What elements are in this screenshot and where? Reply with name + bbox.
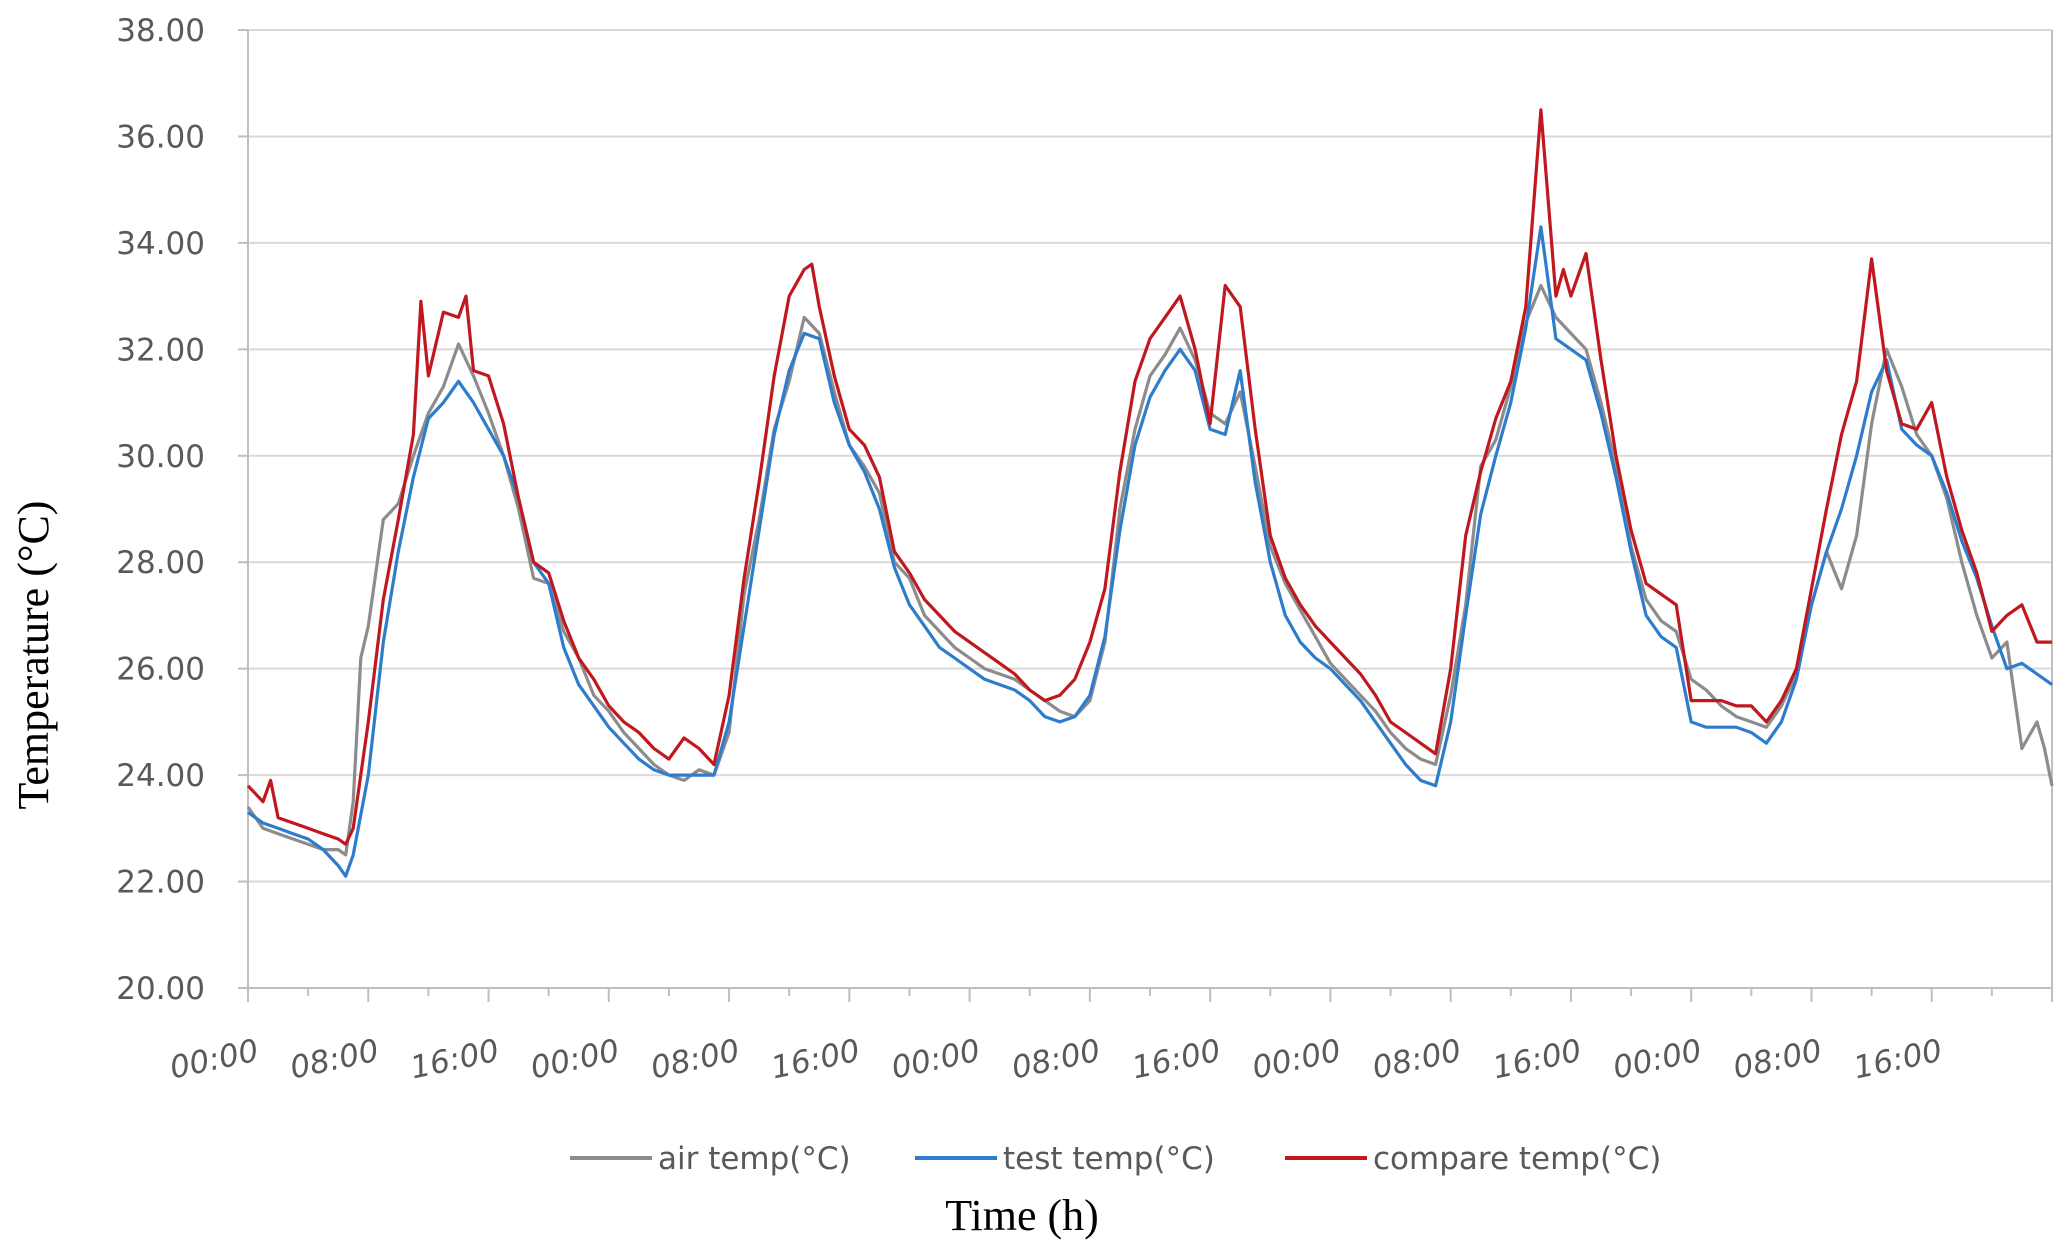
- y-tick-label: 38.00: [116, 13, 205, 49]
- y-tick-label: 36.00: [116, 119, 205, 155]
- x-axis-title: Time (h): [945, 1191, 1099, 1240]
- legend-label-0: air temp(°C): [658, 1141, 851, 1177]
- y-tick-label: 30.00: [116, 439, 205, 475]
- y-tick-label: 34.00: [116, 226, 205, 262]
- y-tick-label: 20.00: [116, 971, 205, 1007]
- y-tick-label: 26.00: [116, 652, 205, 688]
- legend-label-1: test temp(°C): [1003, 1141, 1215, 1177]
- y-tick-label: 22.00: [116, 865, 205, 901]
- gridlines: [248, 29, 2053, 988]
- y-axis-title: Temperature (°C): [9, 501, 58, 810]
- y-tick-label: 24.00: [116, 758, 205, 794]
- series-line-0: [246, 283, 2054, 857]
- legend-label-2: compare temp(°C): [1373, 1141, 1661, 1177]
- series-line-2: [246, 108, 2052, 846]
- legend: air temp(°C) test temp(°C) compare temp(°C…: [570, 1141, 1661, 1177]
- y-tick-label: 32.00: [116, 332, 205, 368]
- x-axis: [238, 29, 2053, 1002]
- y-tick-labels: 20.00 22.00 24.00 26.00 28.00 30.00 32.00 34.00…: [116, 13, 205, 1007]
- series-lines: [246, 108, 2054, 878]
- y-tick-label: 28.00: [116, 545, 205, 581]
